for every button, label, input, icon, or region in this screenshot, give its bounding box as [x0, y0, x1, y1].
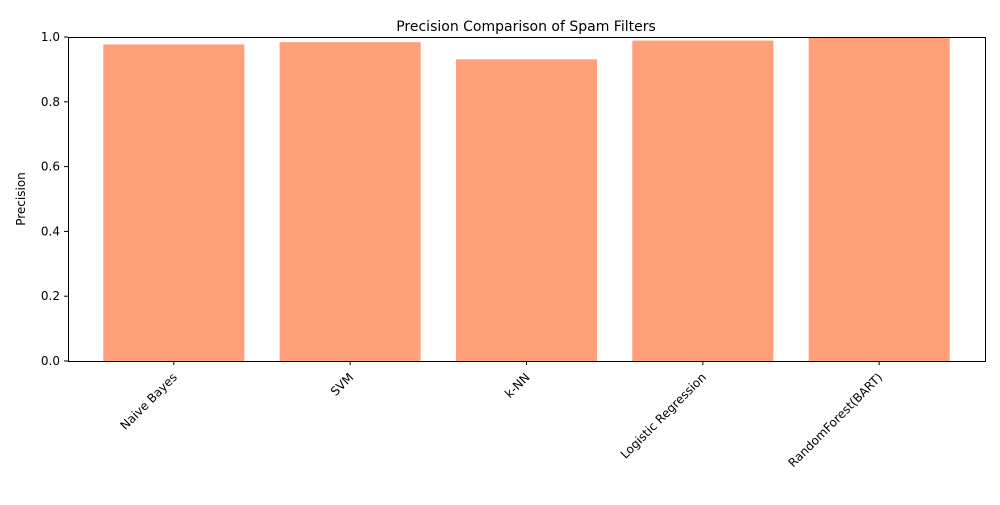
y-tick-label: 0.0	[41, 354, 60, 368]
bar-3	[632, 40, 774, 362]
x-tick-label: SVM	[328, 370, 356, 398]
x-ticks-group: Naive Bayes SVM k-NN Logistic Regression Ran…	[117, 361, 885, 470]
y-axis-label: Precision	[14, 172, 28, 226]
plot-frame	[68, 37, 986, 362]
y-tick-label: 0.2	[41, 289, 60, 303]
y-tick-label: 0.8	[41, 95, 60, 109]
y-tick-label: 1.0	[41, 30, 60, 44]
y-tick-label: 0.4	[41, 224, 60, 238]
bar-4	[808, 37, 950, 361]
x-tick-label: k-NN	[502, 370, 533, 401]
bars-group	[103, 37, 950, 362]
bar-1	[279, 42, 421, 362]
x-tick-label: RandomForest(BART)	[786, 370, 886, 470]
bar-2	[455, 59, 598, 362]
y-tick-label: 0.6	[41, 160, 60, 174]
x-tick-label: Logistic Regression	[618, 370, 709, 461]
x-tick-label: Naive Bayes	[117, 370, 179, 432]
y-ticks-group: 0.0 0.2 0.4 0.6 0.8 1.0	[41, 30, 68, 368]
bar-0	[103, 44, 245, 362]
chart-title: Precision Comparison of Spam Filters	[396, 19, 656, 35]
